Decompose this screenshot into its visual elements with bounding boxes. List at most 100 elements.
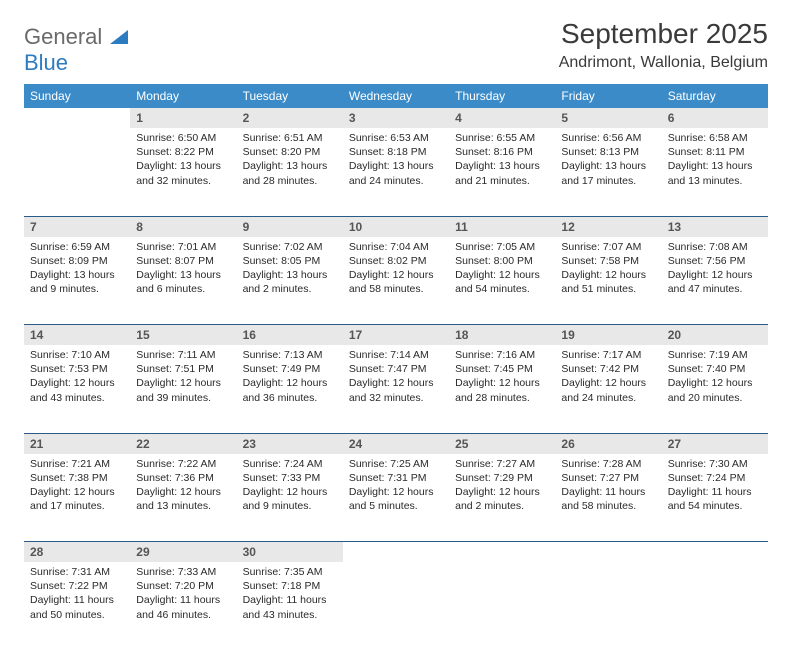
sunset-text: Sunset: 8:16 PM — [455, 145, 549, 159]
logo-text-2: Blue — [24, 50, 68, 75]
day-number: 18 — [449, 325, 555, 345]
daynum-cell — [555, 542, 661, 563]
daynum-cell: 9 — [237, 216, 343, 237]
daynum-cell — [343, 542, 449, 563]
day-number: 9 — [237, 217, 343, 237]
sunset-text: Sunset: 7:56 PM — [668, 254, 762, 268]
daylight-text: Daylight: 12 hours and 58 minutes. — [349, 268, 443, 296]
day-number: 16 — [237, 325, 343, 345]
day-cell: Sunrise: 6:56 AMSunset: 8:13 PMDaylight:… — [555, 128, 661, 216]
sunset-text: Sunset: 7:20 PM — [136, 579, 230, 593]
day-number: 12 — [555, 217, 661, 237]
day-cell: Sunrise: 7:21 AMSunset: 7:38 PMDaylight:… — [24, 454, 130, 542]
day-content: Sunrise: 7:13 AMSunset: 7:49 PMDaylight:… — [237, 345, 343, 409]
daylight-text: Daylight: 11 hours and 58 minutes. — [561, 485, 655, 513]
sunset-text: Sunset: 7:45 PM — [455, 362, 549, 376]
daynum-row: 123456 — [24, 108, 768, 128]
daynum-row: 282930 — [24, 542, 768, 563]
day-cell — [555, 562, 661, 650]
daynum-cell: 10 — [343, 216, 449, 237]
day-cell: Sunrise: 7:05 AMSunset: 8:00 PMDaylight:… — [449, 237, 555, 325]
sunset-text: Sunset: 8:13 PM — [561, 145, 655, 159]
day-number: 2 — [237, 108, 343, 128]
sunset-text: Sunset: 7:33 PM — [243, 471, 337, 485]
sunrise-text: Sunrise: 7:25 AM — [349, 457, 443, 471]
daynum-cell — [449, 542, 555, 563]
day-number: 20 — [662, 325, 768, 345]
sunrise-text: Sunrise: 7:31 AM — [30, 565, 124, 579]
day-content: Sunrise: 7:04 AMSunset: 8:02 PMDaylight:… — [343, 237, 449, 301]
week-row: Sunrise: 6:59 AMSunset: 8:09 PMDaylight:… — [24, 237, 768, 325]
day-header: Wednesday — [343, 84, 449, 108]
day-cell: Sunrise: 7:01 AMSunset: 8:07 PMDaylight:… — [130, 237, 236, 325]
daynum-cell: 24 — [343, 433, 449, 454]
day-content: Sunrise: 7:01 AMSunset: 8:07 PMDaylight:… — [130, 237, 236, 301]
day-cell: Sunrise: 7:25 AMSunset: 7:31 PMDaylight:… — [343, 454, 449, 542]
daylight-text: Daylight: 11 hours and 43 minutes. — [243, 593, 337, 621]
daynum-cell: 25 — [449, 433, 555, 454]
day-content: Sunrise: 7:05 AMSunset: 8:00 PMDaylight:… — [449, 237, 555, 301]
day-header: Thursday — [449, 84, 555, 108]
daylight-text: Daylight: 11 hours and 50 minutes. — [30, 593, 124, 621]
daynum-cell: 29 — [130, 542, 236, 563]
day-content: Sunrise: 7:16 AMSunset: 7:45 PMDaylight:… — [449, 345, 555, 409]
sunrise-text: Sunrise: 6:59 AM — [30, 240, 124, 254]
daylight-text: Daylight: 13 hours and 2 minutes. — [243, 268, 337, 296]
day-content: Sunrise: 6:53 AMSunset: 8:18 PMDaylight:… — [343, 128, 449, 192]
day-cell: Sunrise: 7:08 AMSunset: 7:56 PMDaylight:… — [662, 237, 768, 325]
day-cell: Sunrise: 7:28 AMSunset: 7:27 PMDaylight:… — [555, 454, 661, 542]
daylight-text: Daylight: 12 hours and 36 minutes. — [243, 376, 337, 404]
sunset-text: Sunset: 7:47 PM — [349, 362, 443, 376]
daylight-text: Daylight: 12 hours and 32 minutes. — [349, 376, 443, 404]
daynum-cell: 15 — [130, 325, 236, 346]
daynum-cell: 21 — [24, 433, 130, 454]
sunrise-text: Sunrise: 6:58 AM — [668, 131, 762, 145]
daylight-text: Daylight: 13 hours and 28 minutes. — [243, 159, 337, 187]
sunrise-text: Sunrise: 7:21 AM — [30, 457, 124, 471]
sunrise-text: Sunrise: 7:16 AM — [455, 348, 549, 362]
sunset-text: Sunset: 7:49 PM — [243, 362, 337, 376]
sunrise-text: Sunrise: 7:04 AM — [349, 240, 443, 254]
daylight-text: Daylight: 12 hours and 54 minutes. — [455, 268, 549, 296]
day-content: Sunrise: 7:22 AMSunset: 7:36 PMDaylight:… — [130, 454, 236, 518]
daynum-cell: 7 — [24, 216, 130, 237]
day-cell: Sunrise: 7:31 AMSunset: 7:22 PMDaylight:… — [24, 562, 130, 650]
daynum-cell: 17 — [343, 325, 449, 346]
day-content: Sunrise: 7:31 AMSunset: 7:22 PMDaylight:… — [24, 562, 130, 626]
daynum-row: 14151617181920 — [24, 325, 768, 346]
logo: General Blue — [24, 18, 128, 76]
day-number: 11 — [449, 217, 555, 237]
daynum-cell: 28 — [24, 542, 130, 563]
day-content: Sunrise: 6:58 AMSunset: 8:11 PMDaylight:… — [662, 128, 768, 192]
daynum-cell: 13 — [662, 216, 768, 237]
daylight-text: Daylight: 13 hours and 32 minutes. — [136, 159, 230, 187]
daylight-text: Daylight: 13 hours and 24 minutes. — [349, 159, 443, 187]
sunrise-text: Sunrise: 6:51 AM — [243, 131, 337, 145]
day-header: Friday — [555, 84, 661, 108]
daylight-text: Daylight: 13 hours and 9 minutes. — [30, 268, 124, 296]
day-cell: Sunrise: 7:11 AMSunset: 7:51 PMDaylight:… — [130, 345, 236, 433]
sunrise-text: Sunrise: 6:50 AM — [136, 131, 230, 145]
sunrise-text: Sunrise: 7:08 AM — [668, 240, 762, 254]
sunset-text: Sunset: 8:05 PM — [243, 254, 337, 268]
daynum-cell: 27 — [662, 433, 768, 454]
day-cell: Sunrise: 6:59 AMSunset: 8:09 PMDaylight:… — [24, 237, 130, 325]
sunrise-text: Sunrise: 7:27 AM — [455, 457, 549, 471]
day-cell: Sunrise: 7:07 AMSunset: 7:58 PMDaylight:… — [555, 237, 661, 325]
day-number: 10 — [343, 217, 449, 237]
day-header-row: SundayMondayTuesdayWednesdayThursdayFrid… — [24, 84, 768, 108]
day-cell: Sunrise: 6:50 AMSunset: 8:22 PMDaylight:… — [130, 128, 236, 216]
page-subtitle: Andrimont, Wallonia, Belgium — [559, 54, 768, 72]
day-number: 5 — [555, 108, 661, 128]
daylight-text: Daylight: 13 hours and 6 minutes. — [136, 268, 230, 296]
day-cell: Sunrise: 7:19 AMSunset: 7:40 PMDaylight:… — [662, 345, 768, 433]
day-cell: Sunrise: 6:58 AMSunset: 8:11 PMDaylight:… — [662, 128, 768, 216]
day-content: Sunrise: 7:10 AMSunset: 7:53 PMDaylight:… — [24, 345, 130, 409]
daylight-text: Daylight: 12 hours and 17 minutes. — [30, 485, 124, 513]
daylight-text: Daylight: 11 hours and 46 minutes. — [136, 593, 230, 621]
day-cell: Sunrise: 7:02 AMSunset: 8:05 PMDaylight:… — [237, 237, 343, 325]
day-content: Sunrise: 6:50 AMSunset: 8:22 PMDaylight:… — [130, 128, 236, 192]
day-number: 23 — [237, 434, 343, 454]
daynum-cell: 23 — [237, 433, 343, 454]
calendar-page: General Blue September 2025 Andrimont, W… — [0, 0, 792, 662]
